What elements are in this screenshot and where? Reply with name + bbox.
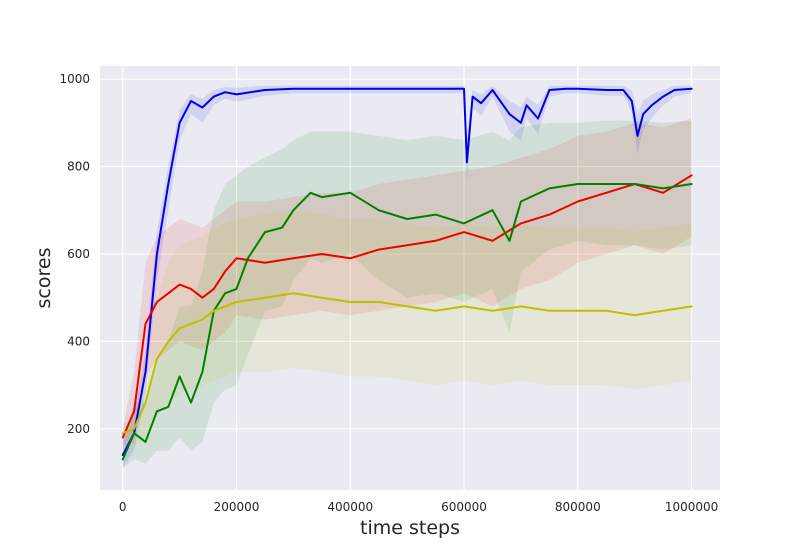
y-tick-label: 1000 [59, 72, 90, 86]
series-0-line [121, 87, 693, 456]
series-3-band [122, 210, 692, 447]
x-axis-ticks: 0 200000 400000 600000 800000 1000000 [119, 500, 718, 514]
x-tick-label: 200000 [214, 500, 260, 514]
x-axis-label: time steps [360, 517, 460, 539]
x-tick-label: 600000 [441, 500, 487, 514]
y-axis-label: scores [33, 248, 55, 309]
series-2-line [121, 183, 693, 461]
x-tick-label: 800000 [555, 500, 601, 514]
series-1-line [121, 174, 693, 439]
series-lines [121, 87, 693, 461]
y-axis-ticks: 200 400 600 800 1000 [59, 72, 90, 436]
plot-background [100, 66, 720, 490]
y-tick-label: 800 [67, 160, 90, 174]
grid-lines [100, 66, 720, 490]
series-1-band [122, 118, 692, 447]
y-tick-label: 200 [67, 422, 90, 436]
series-3-line [121, 292, 693, 435]
series-2-band [122, 120, 692, 469]
y-tick-label: 400 [67, 334, 90, 348]
x-tick-label: 0 [119, 500, 127, 514]
x-tick-label: 400000 [327, 500, 373, 514]
y-tick-label: 600 [67, 247, 90, 261]
x-tick-label: 1000000 [665, 500, 718, 514]
